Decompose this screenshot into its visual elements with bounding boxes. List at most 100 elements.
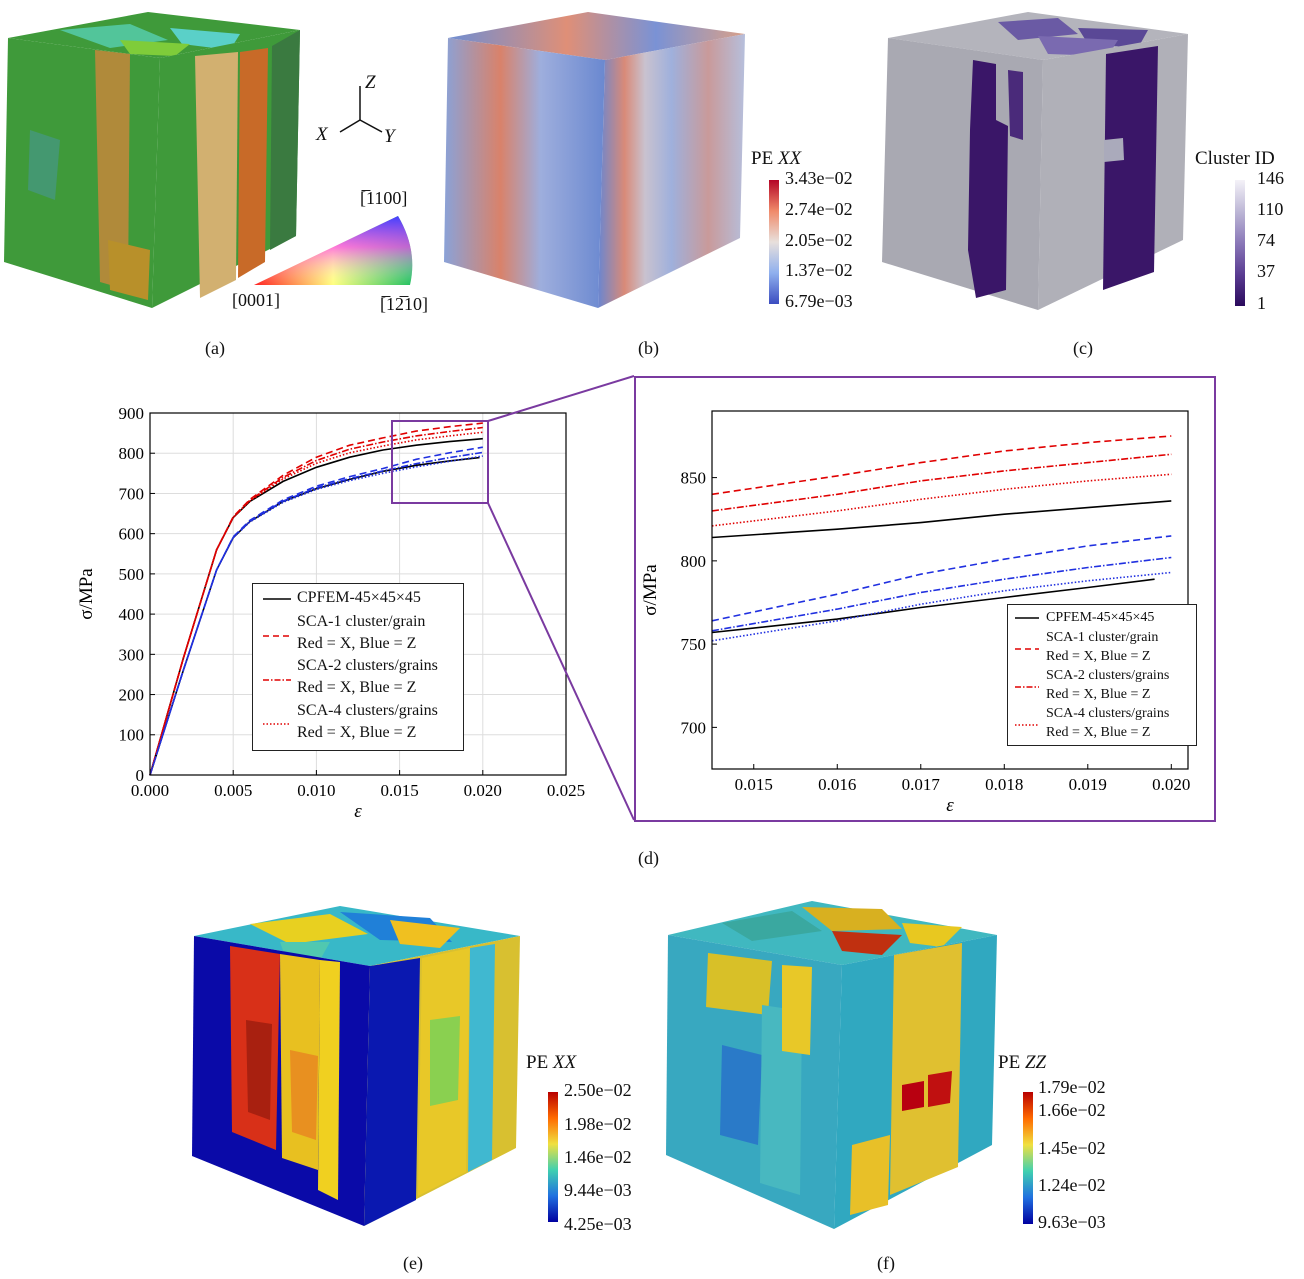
- ipf-label-left: [0001]: [232, 290, 280, 310]
- series-line: [711, 435, 1172, 496]
- panel-label-c: (c): [1073, 338, 1093, 358]
- axis-x-label: X: [316, 124, 328, 145]
- colorbar-c: Cluster ID 146 110 74 37 1: [1195, 148, 1300, 318]
- x-tick-label: 0.000: [131, 781, 169, 800]
- x-tick-label: 0.019: [1069, 775, 1107, 794]
- y-tick-label: 750: [681, 635, 707, 654]
- legend-label: SCA-2 clusters/grains: [1046, 668, 1170, 683]
- y-tick-label: 850: [681, 469, 707, 488]
- colorbar-f-title: PE ZZ: [998, 1052, 1047, 1073]
- legend-label: SCA-2 clusters/grains: [297, 657, 438, 674]
- pe-zz-sca-cube: [666, 901, 997, 1229]
- x-tick-label: 0.018: [985, 775, 1023, 794]
- x-axis-label: ε: [946, 795, 954, 815]
- y-tick-label: 800: [681, 552, 707, 571]
- x-tick-label: 0.020: [464, 781, 502, 800]
- colorbar-c-title: Cluster ID: [1195, 148, 1275, 169]
- colorbar-b-title: PE XX: [751, 148, 802, 169]
- panel-label-b: (b): [638, 338, 659, 358]
- colorbar-e-tick: 1.98e−02: [564, 1114, 632, 1134]
- legend-label: SCA-1 cluster/grain: [1046, 630, 1159, 645]
- colorbar-c-tick: 74: [1257, 230, 1275, 250]
- y-tick-label: 400: [119, 605, 145, 624]
- colorbar-f-tick: 1.45e−02: [1038, 1138, 1106, 1158]
- y-tick-label: 700: [681, 718, 707, 737]
- ipf-label-right: [̅12̅10]: [380, 294, 428, 314]
- y-tick-label: 300: [119, 645, 145, 664]
- y-axis-label: σ/MPa: [76, 568, 97, 620]
- y-tick-label: 0: [136, 766, 145, 785]
- y-tick-label: 100: [119, 726, 145, 745]
- legend-main: CPFEM-45×45×45 SCA-1 cluster/grain Red =…: [252, 583, 464, 751]
- colorbar-b-gradient: [769, 180, 779, 304]
- ipf-cube: [4, 12, 300, 308]
- stress-strain-zoom-chart: 0.015 0.016 0.017 0.018 0.019 0.020 700 750 800 8…: [640, 410, 1190, 815]
- panel-label-f: (f): [877, 1253, 895, 1273]
- panel-label-a: (a): [205, 338, 225, 358]
- colorbar-f: PE ZZ 1.79e−02 1.66e−02 1.45e−02 1.24e−0…: [998, 1052, 1128, 1232]
- series-line: [711, 453, 1172, 512]
- panel-label-e: (e): [403, 1253, 423, 1273]
- legend-label: SCA-4 clusters/grains: [1046, 706, 1170, 721]
- colorbar-f-gradient: [1023, 1092, 1033, 1224]
- series-line: [711, 571, 1172, 642]
- axis-triad: Z X Y: [310, 72, 405, 147]
- cluster-id-cube: [882, 12, 1188, 310]
- x-tick-label: 0.015: [735, 775, 773, 794]
- series-line: [711, 500, 1172, 539]
- colorbar-c-tick: 37: [1257, 261, 1275, 281]
- x-tick-label: 0.025: [547, 781, 585, 800]
- y-tick-label: 700: [119, 484, 145, 503]
- legend-label: Red = X, Blue = Z: [297, 635, 417, 652]
- x-tick-label: 0.016: [818, 775, 856, 794]
- colorbar-e-gradient: [548, 1092, 558, 1222]
- colorbar-f-tick: 9.63e−03: [1038, 1212, 1106, 1232]
- colorbar-b: PE XX 3.43e−02 2.74e−02 2.05e−02 1.37e−0…: [751, 148, 871, 318]
- colorbar-b-tick: 3.43e−02: [785, 168, 853, 188]
- series-line: [711, 556, 1172, 632]
- y-tick-label: 600: [119, 525, 145, 544]
- colorbar-c-tick: 1: [1257, 293, 1266, 313]
- legend-label: Red = X, Blue = Z: [1046, 725, 1151, 740]
- colorbar-f-tick: 1.24e−02: [1038, 1175, 1106, 1195]
- colorbar-b-tick: 6.79e−03: [785, 291, 853, 311]
- colorbar-c-tick: 146: [1257, 168, 1284, 188]
- legend-label: Red = X, Blue = Z: [1046, 687, 1151, 702]
- colorbar-f-tick: 1.66e−02: [1038, 1100, 1106, 1120]
- legend-zoom: CPFEM-45×45×45 SCA-1 cluster/grain Red =…: [1007, 604, 1197, 746]
- plot-frame: [711, 410, 1189, 770]
- legend-label: Red = X, Blue = Z: [1046, 649, 1151, 664]
- colorbar-e-title: PE XX: [526, 1052, 577, 1073]
- x-tick-label: 0.017: [902, 775, 941, 794]
- series-line: [711, 578, 1155, 634]
- legend-label: CPFEM-45×45×45: [297, 589, 421, 606]
- colorbar-b-tick: 1.37e−02: [785, 260, 853, 280]
- y-tick-label: 200: [119, 686, 145, 705]
- axis-y-label: Y: [384, 126, 395, 147]
- series-line: [711, 473, 1172, 527]
- axis-z-label: Z: [365, 72, 376, 93]
- colorbar-c-gradient: [1235, 180, 1245, 306]
- legend-label: Red = X, Blue = Z: [297, 724, 417, 741]
- y-tick-label: 800: [119, 444, 145, 463]
- colorbar-e-tick: 9.44e−03: [564, 1180, 632, 1200]
- y-tick-label: 900: [119, 404, 145, 423]
- colorbar-c-tick: 110: [1257, 199, 1284, 219]
- y-tick-label: 500: [119, 565, 145, 584]
- series-line: [711, 535, 1172, 622]
- x-tick-label: 0.020: [1152, 775, 1190, 794]
- y-axis-label: σ/MPa: [640, 564, 661, 616]
- colorbar-f-tick: 1.79e−02: [1038, 1077, 1106, 1097]
- colorbar-e-tick: 2.50e−02: [564, 1080, 632, 1100]
- colorbar-e-tick: 1.46e−02: [564, 1147, 632, 1167]
- colorbar-b-tick: 2.74e−02: [785, 199, 853, 219]
- legend-label: CPFEM-45×45×45: [1046, 610, 1155, 625]
- x-tick-label: 0.015: [380, 781, 418, 800]
- pe-xx-sca-cube: [192, 906, 520, 1226]
- colorbar-e-tick: 4.25e−03: [564, 1214, 632, 1234]
- ipf-label-top: [̅1100]: [360, 188, 408, 208]
- x-tick-label: 0.005: [214, 781, 252, 800]
- pe-xx-smooth-cube: [444, 12, 745, 308]
- zoom-frame: [634, 376, 1216, 822]
- legend-label: SCA-1 cluster/grain: [297, 613, 426, 630]
